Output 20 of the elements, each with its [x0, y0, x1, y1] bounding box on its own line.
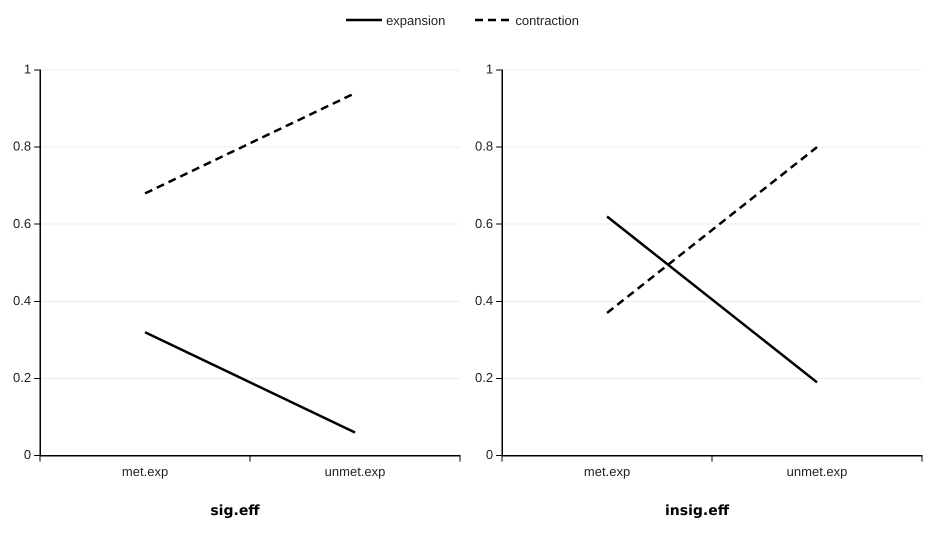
y-tick-label: 1 [24, 62, 32, 77]
y-tick-label: 0.8 [474, 138, 494, 154]
legend-label: contraction [515, 12, 579, 28]
text: insig.eff [664, 503, 730, 520]
x-tick-label: met.exp [584, 464, 630, 479]
y-tick-label: 0.2 [474, 370, 494, 386]
y-tick-label: 0.2 [12, 370, 32, 386]
x-tick-label: unmet.exp [324, 464, 386, 479]
y-tick-label: 0 [486, 447, 494, 462]
x-tick-label: met.exp [122, 464, 168, 479]
y-tick-label: 0.6 [474, 216, 494, 231]
y-tick-label: 0.8 [12, 138, 32, 154]
x-tick-label: unmet.exp [786, 464, 848, 479]
legend-label: expansion [386, 12, 446, 28]
y-tick-label: 1 [486, 62, 494, 77]
y-tick-label: 0.4 [12, 292, 32, 308]
y-tick-label: 0.6 [12, 216, 32, 231]
y-tick-label: 0 [24, 447, 32, 462]
y-tick-label: 0.4 [474, 292, 494, 308]
text: sig.eff [210, 503, 260, 520]
